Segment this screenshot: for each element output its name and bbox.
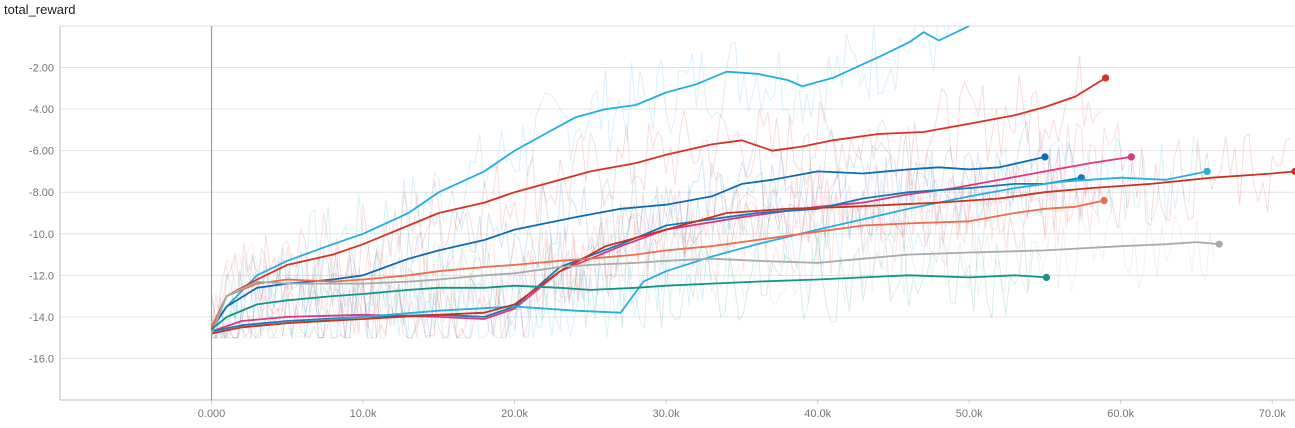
series-raw-trace [211, 205, 1216, 338]
x-tick-label: 50.0k [956, 408, 983, 420]
series-raw-trace [211, 26, 962, 340]
y-tick-label: -4.00 [29, 104, 54, 116]
series-line [210, 26, 970, 328]
y-tick-label: -12.0 [29, 270, 54, 282]
x-tick-label: 60.0k [1107, 408, 1134, 420]
series-line [210, 199, 1105, 328]
y-tick-label: -16.0 [29, 353, 54, 365]
x-tick-label: 0.000 [198, 408, 226, 420]
series-line [211, 170, 1295, 335]
x-tick-label: 10.0k [350, 408, 377, 420]
y-tick-label: -8.00 [29, 187, 54, 199]
series-end-point [1215, 240, 1223, 248]
series-raw-trace [211, 55, 1102, 325]
series-end-point [1101, 74, 1110, 82]
series-end-point [1041, 153, 1049, 161]
series-raw-trace [211, 170, 1100, 339]
chart-title: total_reward [4, 2, 76, 17]
series-raw-trace [211, 136, 1204, 340]
x-tick-label: 70.0k [1259, 408, 1286, 420]
series-line [210, 241, 1220, 334]
series-line [210, 77, 1107, 328]
y-tick-label: -6.00 [29, 146, 54, 158]
x-tick-label: 30.0k [653, 408, 680, 420]
series-end-point [1042, 273, 1051, 282]
y-tick-label: -2.00 [29, 63, 54, 75]
series-line [211, 170, 1208, 335]
x-tick-label: 40.0k [804, 408, 831, 420]
y-tick-label: -14.0 [29, 312, 54, 324]
series-end-point [1291, 167, 1295, 176]
y-tick-label: -10.0 [29, 229, 54, 241]
series-raw-trace [211, 133, 1291, 340]
series-raw-trace [211, 122, 1128, 340]
x-tick-label: 20.0k [501, 408, 528, 420]
series-end-point [1100, 196, 1108, 205]
series-end-point [1127, 153, 1135, 161]
series-end-point [1203, 167, 1211, 176]
series-raw-trace [211, 121, 1041, 340]
series-line [210, 274, 1047, 331]
